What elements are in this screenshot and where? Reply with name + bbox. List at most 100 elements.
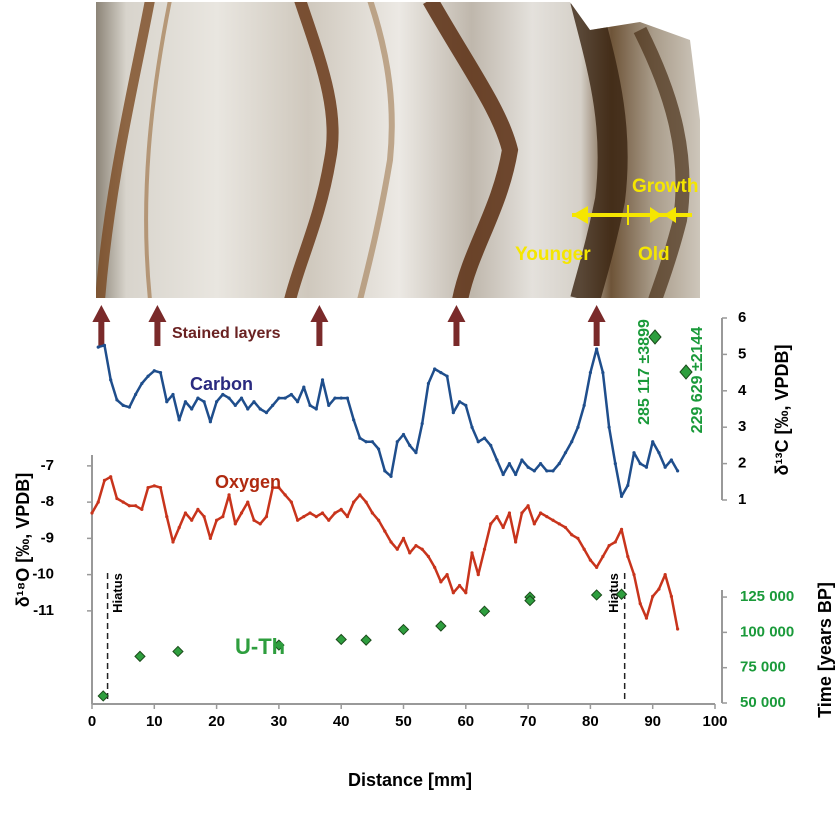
data-point xyxy=(115,497,118,500)
data-point xyxy=(284,396,287,399)
stained-layer-arrow xyxy=(447,305,465,346)
data-point xyxy=(165,515,168,518)
data-point xyxy=(290,501,293,504)
data-point xyxy=(284,493,287,496)
data-point xyxy=(389,540,392,543)
data-line xyxy=(92,477,678,629)
data-point xyxy=(470,551,473,554)
data-point xyxy=(495,515,498,518)
data-point xyxy=(479,606,489,616)
data-point xyxy=(203,515,206,518)
data-point xyxy=(153,369,156,372)
data-point xyxy=(520,458,523,461)
data-point xyxy=(651,440,654,443)
data-point xyxy=(203,400,206,403)
data-point xyxy=(657,451,660,454)
data-point xyxy=(620,495,623,498)
data-point xyxy=(371,440,374,443)
data-point xyxy=(346,515,349,518)
data-point xyxy=(396,548,399,551)
data-point xyxy=(365,501,368,504)
data-point xyxy=(539,462,542,465)
data-point xyxy=(383,530,386,533)
data-point xyxy=(103,344,106,347)
data-point xyxy=(601,555,604,558)
data-point xyxy=(140,382,143,385)
data-point xyxy=(196,508,199,511)
data-point xyxy=(140,508,143,511)
data-point xyxy=(115,398,118,401)
x-tick-label: 100 xyxy=(702,713,727,730)
data-point xyxy=(246,501,249,504)
data-point xyxy=(626,555,629,558)
data-point xyxy=(470,426,473,429)
data-point xyxy=(489,522,492,525)
x-tick-label: 0 xyxy=(88,713,96,730)
data-point xyxy=(327,404,330,407)
data-point xyxy=(122,501,125,504)
data-point xyxy=(433,566,436,569)
data-point xyxy=(259,522,262,525)
x-tick-label: 90 xyxy=(644,713,661,730)
data-point xyxy=(134,504,137,507)
data-point xyxy=(414,451,417,454)
x-tick-label: 50 xyxy=(395,713,412,730)
photo-label: Younger xyxy=(515,244,591,265)
stained-layers-label: Stained layers xyxy=(172,325,281,342)
data-point xyxy=(296,400,299,403)
y-tick-label: -8 xyxy=(41,493,54,510)
data-point xyxy=(352,501,355,504)
data-point xyxy=(502,473,505,476)
data-point xyxy=(271,404,274,407)
data-point xyxy=(477,440,480,443)
data-point xyxy=(153,484,156,487)
data-point xyxy=(614,462,617,465)
data-point xyxy=(358,493,361,496)
series-label: U-Th xyxy=(235,634,285,659)
data-point xyxy=(545,515,548,518)
data-point xyxy=(514,540,517,543)
data-point xyxy=(227,493,230,496)
data-point xyxy=(315,407,318,410)
data-point xyxy=(452,591,455,594)
data-point xyxy=(146,375,149,378)
data-point xyxy=(159,371,162,374)
data-point xyxy=(576,537,579,540)
data-point xyxy=(527,504,530,507)
data-point xyxy=(252,400,255,403)
data-point xyxy=(408,444,411,447)
data-point xyxy=(664,573,667,576)
data-point xyxy=(128,504,131,507)
data-point xyxy=(676,469,679,472)
data-point xyxy=(383,469,386,472)
data-point xyxy=(595,566,598,569)
y2-tick-label: 3 xyxy=(738,418,746,435)
y2-tick-label: 2 xyxy=(738,455,746,472)
data-point xyxy=(592,590,602,600)
data-point xyxy=(234,522,237,525)
x-tick-label: 20 xyxy=(208,713,225,730)
data-point xyxy=(103,479,106,482)
data-point xyxy=(402,537,405,540)
data-point xyxy=(321,378,324,381)
stained-layer-arrow xyxy=(92,305,110,346)
data-point xyxy=(377,519,380,522)
series-label: Carbon xyxy=(190,374,253,394)
data-point xyxy=(632,451,635,454)
data-point xyxy=(190,407,193,410)
data-point xyxy=(639,602,642,605)
data-point xyxy=(439,580,442,583)
data-point xyxy=(184,511,187,514)
data-point xyxy=(433,367,436,370)
x-tick-label: 40 xyxy=(333,713,350,730)
data-point xyxy=(215,400,218,403)
data-point xyxy=(564,451,567,454)
data-point xyxy=(399,625,409,635)
y-tick-label: -9 xyxy=(41,529,54,546)
data-point xyxy=(446,573,449,576)
data-point xyxy=(190,519,193,522)
x-tick-label: 10 xyxy=(146,713,163,730)
data-point xyxy=(477,573,480,576)
data-point xyxy=(651,595,654,598)
data-point xyxy=(558,522,561,525)
